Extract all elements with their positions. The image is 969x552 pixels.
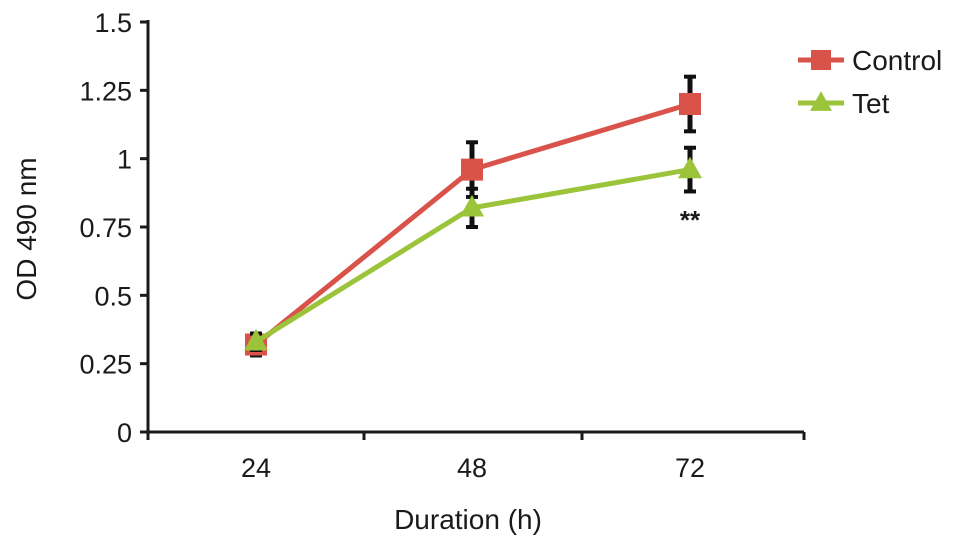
legend: Control Tet: [798, 45, 942, 119]
y-tick-label: 1.25: [79, 76, 132, 106]
y-axis-title: OD 490 nm: [11, 157, 42, 300]
legend-control-marker: [811, 50, 831, 70]
annotations: **: [680, 205, 701, 235]
x-axis-ticks: 24 48 72: [146, 432, 806, 483]
series-tet: [244, 145, 702, 352]
y-tick-label: 0.5: [94, 281, 132, 311]
y-tick-label: 1.5: [94, 8, 132, 38]
tet-point: [244, 328, 268, 351]
x-tick-label: 72: [675, 453, 705, 483]
x-tick-label: 24: [241, 453, 271, 483]
y-tick-label: 1: [117, 145, 132, 175]
legend-tet-label: Tet: [852, 88, 890, 119]
legend-tet-marker: [810, 91, 832, 111]
significance-label: **: [680, 205, 701, 235]
tet-point: [678, 156, 702, 179]
control-point: [679, 93, 701, 115]
y-axis-ticks: 0 0.25 0.5 0.75 1 1.25 1.5: [79, 8, 148, 448]
y-tick-label: 0: [117, 418, 132, 448]
series-layer: [244, 74, 702, 358]
x-axis-title: Duration (h): [394, 504, 542, 535]
tet-point: [460, 194, 484, 217]
control-point: [461, 158, 483, 181]
y-tick-label: 0.25: [79, 350, 132, 380]
x-tick-label: 48: [457, 453, 487, 483]
legend-control-label: Control: [852, 45, 942, 76]
y-tick-label: 0.75: [79, 213, 132, 243]
